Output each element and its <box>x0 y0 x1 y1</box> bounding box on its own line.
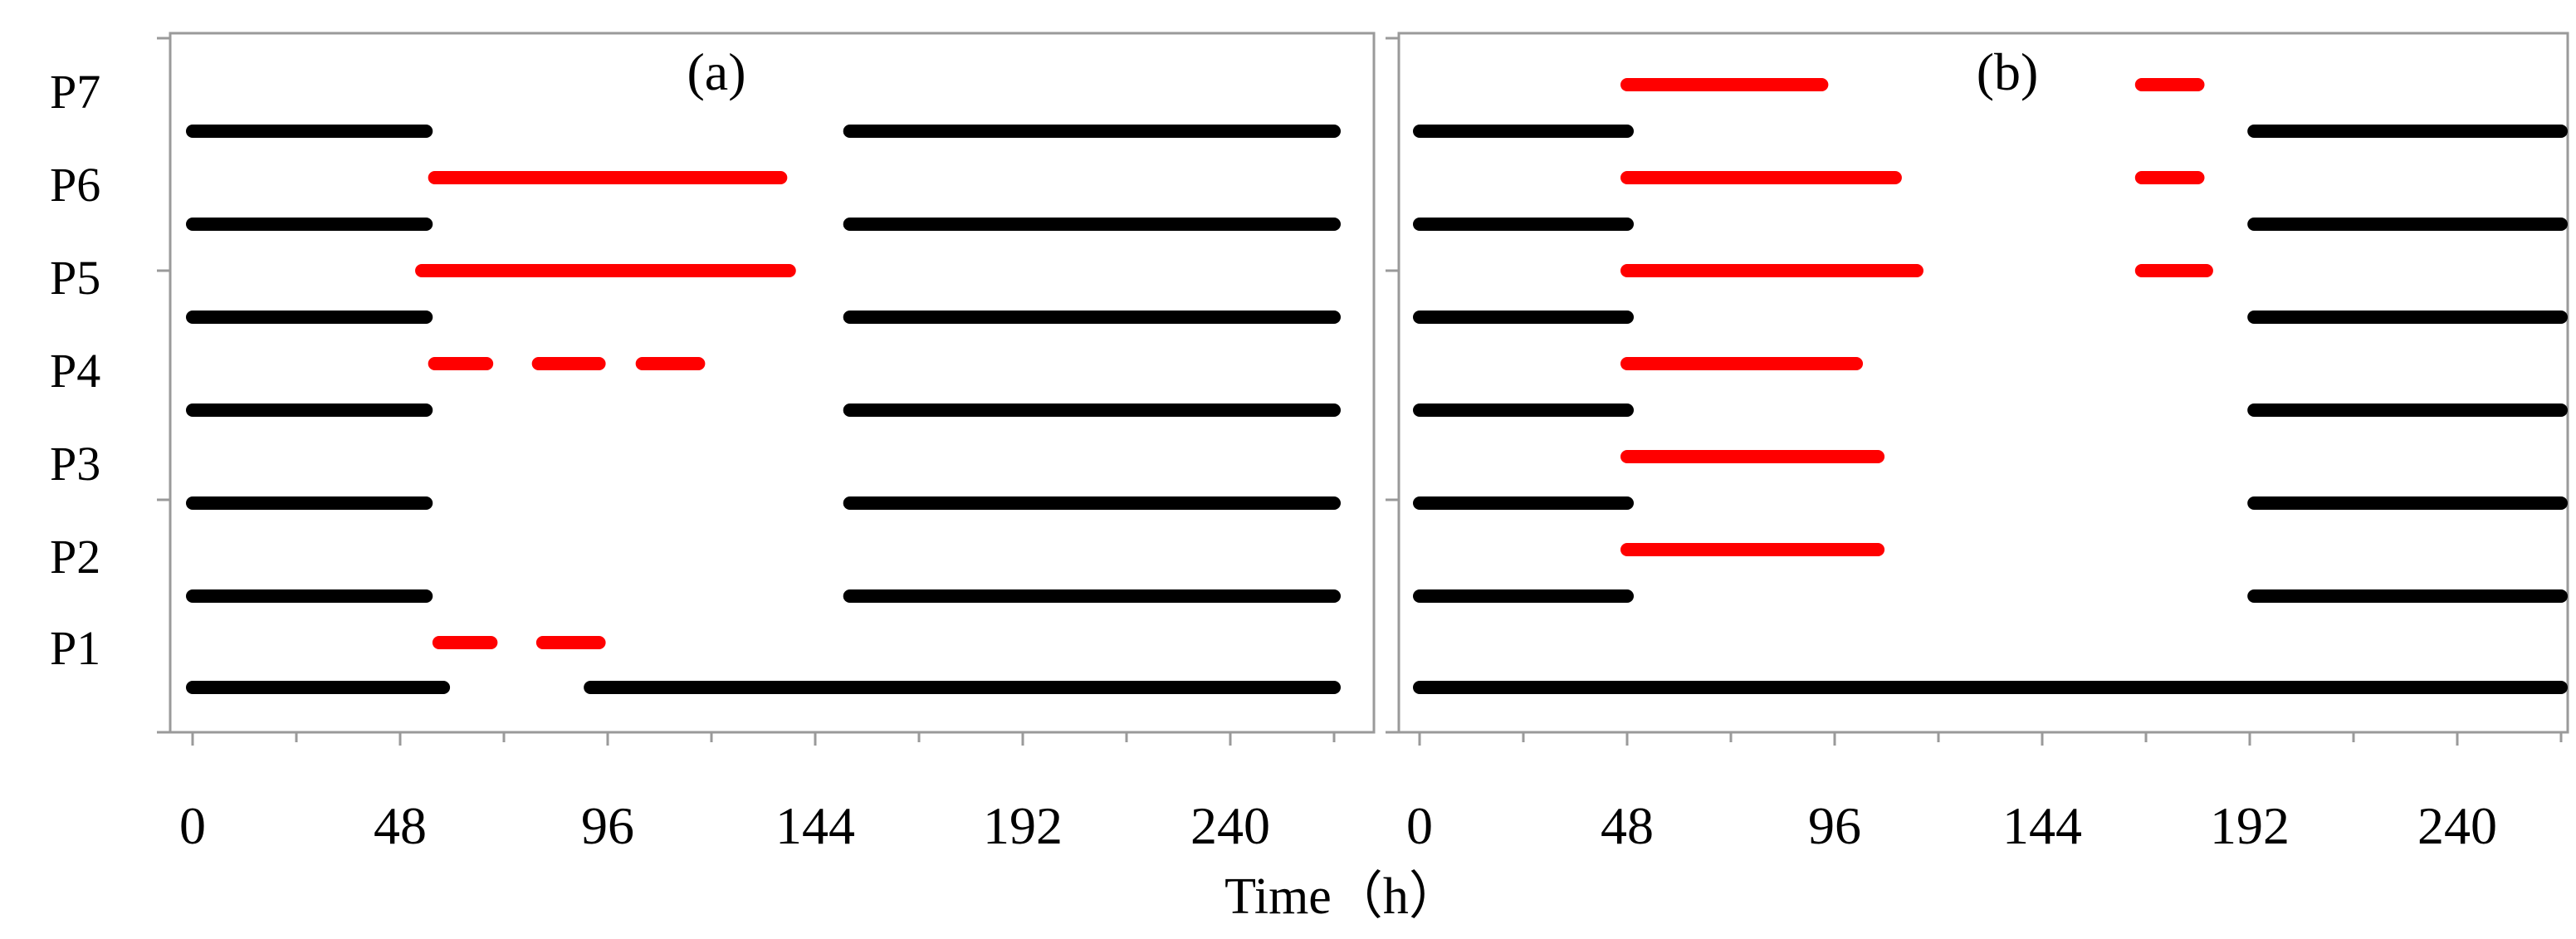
x-tick-label-240: 240 <box>1190 796 1270 855</box>
x-axis-title: Time（h） <box>1224 868 1460 925</box>
row-label-p5: P5 <box>50 251 100 305</box>
x-tick-label-240: 240 <box>2417 796 2497 855</box>
row-label-p7: P7 <box>50 65 100 119</box>
x-tick-label-48: 48 <box>374 796 427 855</box>
x-tick-label-0: 0 <box>1406 796 1433 855</box>
x-tick-label-192: 192 <box>983 796 1063 855</box>
x-tick-label-96: 96 <box>581 796 634 855</box>
panel-label-2: (b) <box>1977 42 2039 101</box>
row-label-p1: P1 <box>50 621 100 675</box>
row-label-p6: P6 <box>50 158 100 212</box>
row-label-p2: P2 <box>50 530 100 584</box>
panel-label-1: (a) <box>687 42 745 101</box>
row-label-p3: P3 <box>50 437 100 491</box>
x-tick-label-144: 144 <box>2002 796 2082 855</box>
x-tick-label-48: 48 <box>1601 796 1654 855</box>
panel-frame-2 <box>1397 32 2569 734</box>
row-label-p4: P4 <box>50 344 100 398</box>
x-tick-label-0: 0 <box>179 796 206 855</box>
x-tick-label-144: 144 <box>775 796 855 855</box>
x-tick-label-96: 96 <box>1808 796 1861 855</box>
x-tick-label-192: 192 <box>2210 796 2290 855</box>
panel-frame-1 <box>169 32 1376 734</box>
